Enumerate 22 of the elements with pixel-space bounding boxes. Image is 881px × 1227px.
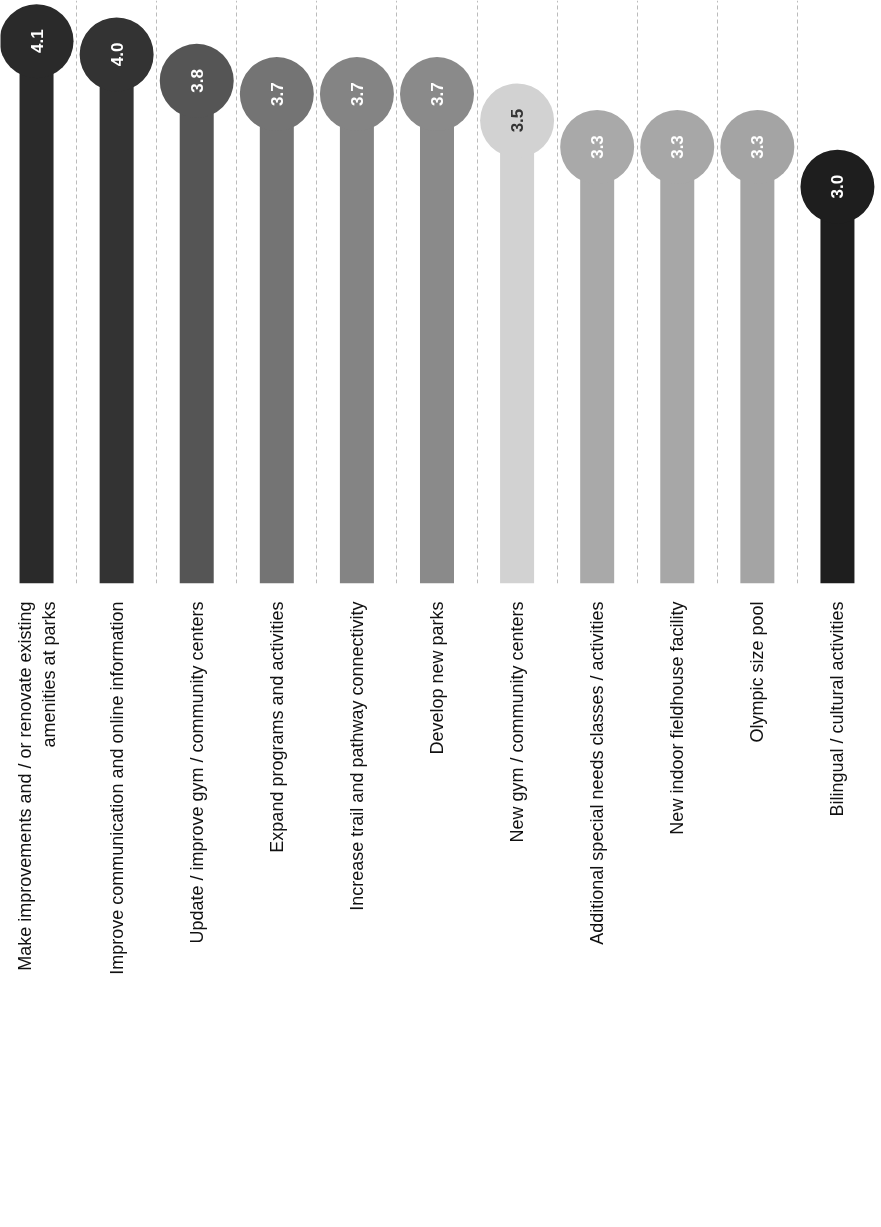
x-tick-label: New gym / community centers	[507, 601, 528, 843]
data-label: 3.7	[267, 82, 287, 106]
x-tick-label: Expand programs and activities	[266, 601, 287, 853]
x-tick-label: Increase trail and pathway connectivity	[346, 601, 367, 911]
data-label: 3.3	[588, 135, 608, 159]
data-label: 3.3	[748, 135, 768, 159]
data-label: 3.3	[668, 135, 688, 159]
x-tick-label: Develop new parks	[427, 601, 447, 755]
x-tick-label: Update / improve gym / community centers	[186, 601, 207, 944]
x-tick-label: New indoor fieldhouse facility	[667, 601, 688, 835]
x-tick-label: Olympic size pool	[747, 601, 768, 743]
data-label: 4.0	[107, 42, 127, 67]
data-label: 3.7	[428, 82, 447, 106]
data-label: 3.7	[347, 82, 367, 106]
data-label: 3.0	[828, 174, 848, 199]
x-tick-label: Make improvements and / or renovate existing amenities at parks	[14, 601, 59, 971]
x-tick-label: Bilingual / cultural activities	[827, 601, 848, 817]
data-label: 4.1	[27, 29, 47, 53]
data-label: 3.8	[187, 69, 207, 93]
x-tick-label: Improve communication and online information	[106, 601, 127, 975]
x-tick-label: Additional special needs classes / activities	[587, 601, 608, 945]
data-label: 3.5	[508, 108, 528, 133]
